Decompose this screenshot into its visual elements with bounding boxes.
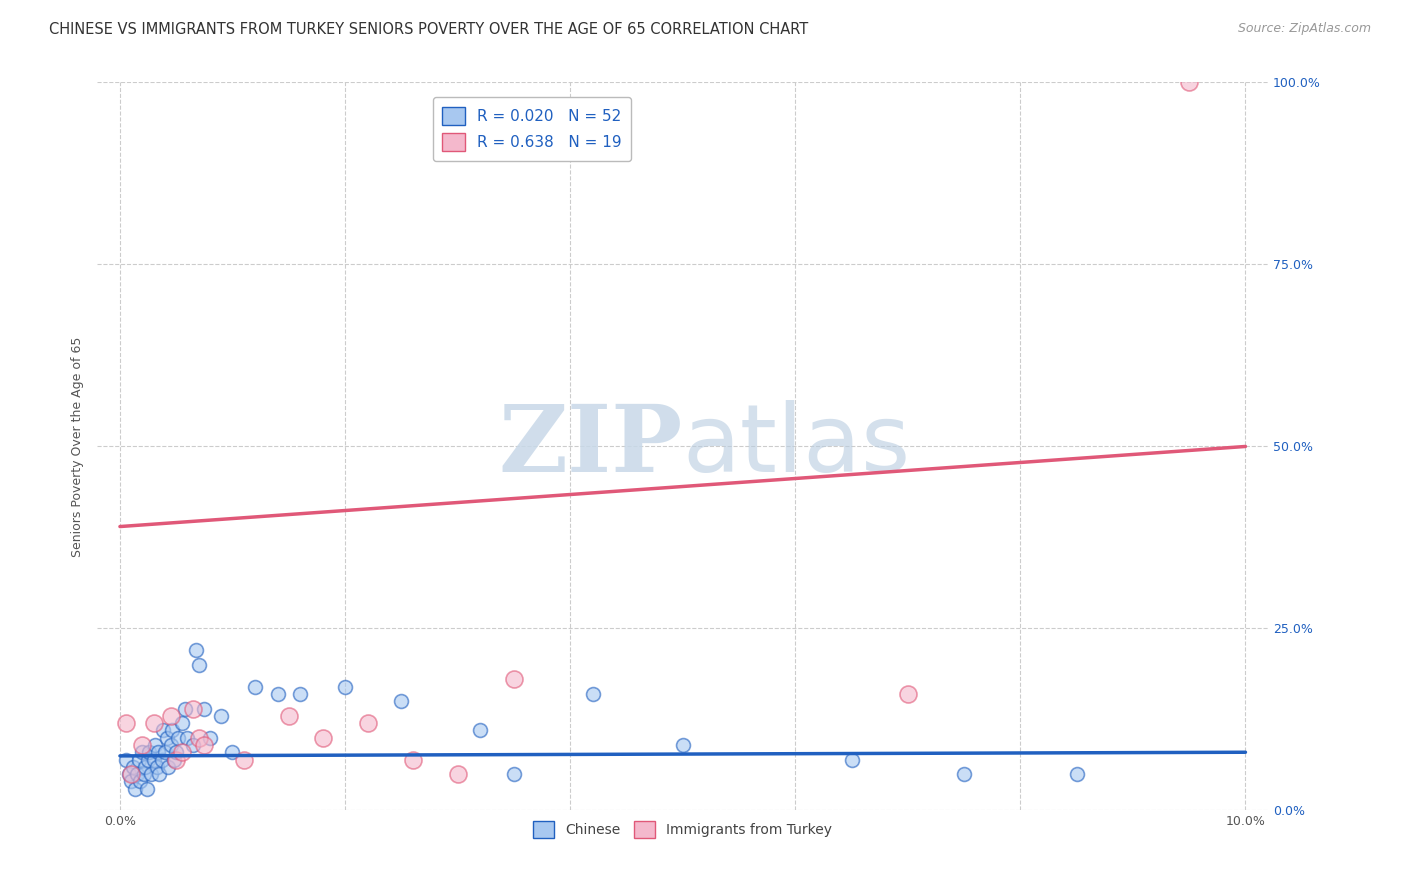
Point (1178, 75, 1201, 89)
Point (159, 709, 181, 723)
Point (142, 752, 165, 766)
Point (159, 738, 181, 752)
Point (181, 738, 204, 752)
Point (138, 745, 160, 759)
Point (193, 738, 215, 752)
Point (129, 774, 152, 789)
Point (150, 752, 173, 766)
Point (170, 716, 193, 731)
Point (502, 673, 524, 687)
Point (468, 723, 491, 738)
Point (163, 752, 186, 766)
Legend: Chinese, Immigrants from Turkey: Chinese, Immigrants from Turkey (527, 815, 838, 844)
Point (114, 752, 136, 766)
Point (311, 731, 333, 745)
Point (193, 701, 215, 715)
Point (146, 760, 169, 774)
Point (209, 709, 232, 723)
Point (1066, 767, 1088, 781)
Point (131, 745, 153, 759)
Point (114, 716, 136, 731)
Point (502, 767, 524, 781)
Point (446, 767, 468, 781)
Point (187, 731, 209, 745)
Point (672, 738, 695, 752)
Point (131, 738, 153, 752)
Point (156, 731, 179, 745)
Point (141, 767, 163, 781)
Point (401, 752, 423, 766)
Point (120, 767, 142, 781)
Point (143, 738, 166, 752)
Point (157, 760, 180, 774)
Point (170, 745, 193, 759)
Point (198, 731, 221, 745)
Text: atlas: atlas (683, 401, 911, 492)
Text: Source: ZipAtlas.com: Source: ZipAtlas.com (1237, 22, 1371, 36)
Point (148, 745, 170, 759)
Point (953, 767, 976, 781)
Point (186, 643, 208, 657)
Point (148, 767, 170, 781)
Y-axis label: Seniors Poverty Over the Age of 65: Seniors Poverty Over the Age of 65 (72, 336, 84, 557)
Point (134, 760, 156, 774)
Point (232, 752, 254, 766)
Point (165, 745, 187, 759)
Point (165, 752, 187, 766)
Point (152, 723, 174, 738)
Point (136, 781, 159, 796)
Text: CHINESE VS IMMIGRANTS FROM TURKEY SENIORS POVERTY OVER THE AGE OF 65 CORRELATION: CHINESE VS IMMIGRANTS FROM TURKEY SENIOR… (49, 22, 808, 37)
Point (125, 767, 148, 781)
Point (356, 716, 378, 731)
Point (128, 752, 150, 766)
Text: ZIP: ZIP (499, 401, 683, 491)
Point (118, 767, 141, 781)
Point (277, 709, 299, 723)
Point (288, 687, 311, 701)
Point (181, 701, 204, 715)
Point (120, 774, 142, 789)
Point (160, 723, 183, 738)
Point (187, 657, 209, 672)
Point (167, 731, 190, 745)
Point (243, 680, 266, 694)
Point (333, 680, 356, 694)
Point (897, 687, 920, 701)
Point (174, 701, 197, 715)
Point (266, 687, 288, 701)
Point (841, 752, 863, 766)
Point (582, 687, 605, 701)
Point (122, 760, 145, 774)
Point (221, 745, 243, 759)
Point (136, 752, 159, 766)
Point (124, 781, 146, 796)
Point (153, 745, 176, 759)
Point (176, 731, 198, 745)
Point (142, 716, 165, 731)
Point (389, 694, 412, 708)
Point (132, 767, 155, 781)
